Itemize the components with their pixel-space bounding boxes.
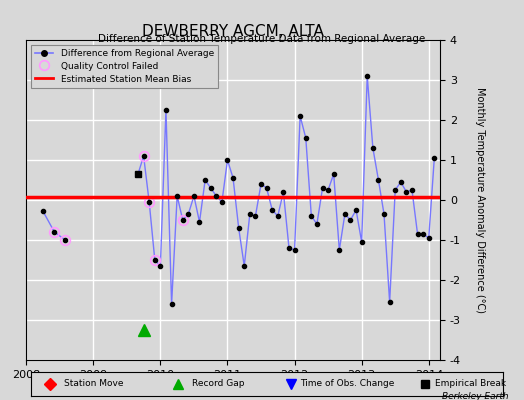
Title: DEWBERRY AGCM, ALTA: DEWBERRY AGCM, ALTA bbox=[142, 24, 324, 39]
Text: Time of Obs. Change: Time of Obs. Change bbox=[300, 380, 395, 388]
Text: Difference of Station Temperature Data from Regional Average: Difference of Station Temperature Data f… bbox=[99, 34, 425, 44]
Text: Berkeley Earth: Berkeley Earth bbox=[442, 392, 508, 400]
Y-axis label: Monthly Temperature Anomaly Difference (°C): Monthly Temperature Anomaly Difference (… bbox=[475, 87, 485, 313]
Text: Station Move: Station Move bbox=[64, 380, 124, 388]
Text: Empirical Break: Empirical Break bbox=[434, 380, 506, 388]
Text: Record Gap: Record Gap bbox=[192, 380, 244, 388]
Legend: Difference from Regional Average, Quality Control Failed, Estimated Station Mean: Difference from Regional Average, Qualit… bbox=[31, 44, 219, 88]
